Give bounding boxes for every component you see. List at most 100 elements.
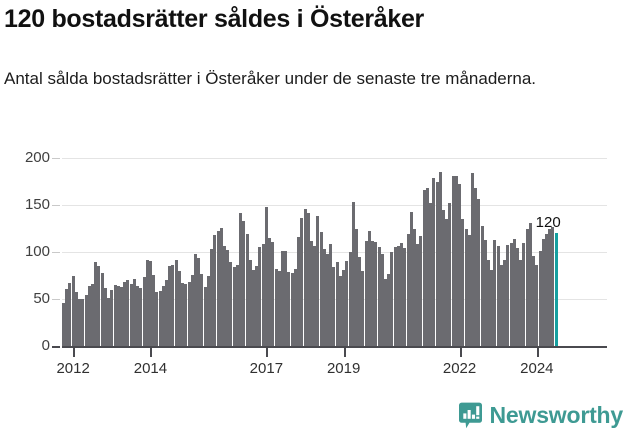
bar <box>194 253 198 346</box>
bar <box>213 235 217 346</box>
bar <box>445 219 449 346</box>
x-tick-mark <box>459 348 462 357</box>
bar <box>245 234 249 346</box>
bar <box>303 208 307 346</box>
bar <box>435 182 439 346</box>
bar <box>541 238 545 346</box>
bar <box>454 175 458 346</box>
bar <box>364 240 368 346</box>
bar <box>419 236 423 346</box>
bar <box>422 189 426 346</box>
bar <box>84 295 88 346</box>
bar <box>107 298 111 346</box>
bar <box>509 242 513 346</box>
bar <box>335 262 339 346</box>
bar <box>361 270 365 346</box>
bar <box>503 259 507 346</box>
bar <box>171 265 175 346</box>
bar <box>242 220 246 346</box>
bar <box>87 285 91 346</box>
bar <box>461 219 465 346</box>
bar <box>528 222 532 346</box>
bar <box>110 289 114 346</box>
bar <box>322 249 326 346</box>
bar <box>499 265 503 346</box>
bar <box>406 234 410 346</box>
x-tick-mark <box>536 348 539 357</box>
bar <box>309 240 313 346</box>
bar <box>287 271 291 346</box>
bar <box>97 266 101 346</box>
bar <box>119 286 123 346</box>
bar <box>264 206 268 346</box>
bar-chart-speech-bubble-icon <box>458 402 483 429</box>
page-subtitle: Antal sålda bostadsrätter i Österåker un… <box>4 69 537 88</box>
newsworthy-wordmark: Newsworthy <box>489 402 624 428</box>
bar <box>81 299 85 346</box>
bar <box>90 283 94 346</box>
bar <box>477 199 481 346</box>
bar <box>177 270 181 346</box>
bar <box>374 241 378 346</box>
bar <box>464 229 468 346</box>
bar <box>258 247 262 346</box>
bar <box>409 211 413 346</box>
bar <box>438 172 442 346</box>
bar <box>165 280 169 346</box>
x-axis-tick-label: 2024 <box>520 360 554 377</box>
gridline <box>62 158 607 159</box>
bar <box>123 282 127 346</box>
bar <box>326 253 330 346</box>
highlight-value-label: 120 <box>535 214 561 232</box>
bar <box>313 246 317 346</box>
bar <box>293 268 297 346</box>
bar <box>367 231 371 346</box>
bar <box>345 261 349 346</box>
bar <box>403 248 407 346</box>
bar <box>223 246 226 346</box>
bar <box>78 299 82 346</box>
page-title: 120 bostadsrätter såldes i Österåker <box>4 5 424 33</box>
bar <box>358 256 362 346</box>
bar <box>261 244 265 346</box>
bar <box>152 274 156 346</box>
bar <box>448 203 452 346</box>
bar <box>429 203 433 346</box>
bar <box>94 262 98 346</box>
bar <box>148 261 152 346</box>
bar <box>474 188 478 346</box>
x-axis-tick-label: 2014 <box>133 360 168 377</box>
x-axis-line <box>62 346 607 348</box>
bar <box>219 227 223 346</box>
bar <box>506 245 510 346</box>
bar <box>65 288 69 346</box>
x-axis-tick-label: 2017 <box>249 360 284 377</box>
bar <box>470 173 474 346</box>
x-axis-tick-label: 2022 <box>442 360 477 377</box>
y-axis-tick-label: 50 <box>33 290 50 307</box>
bar <box>142 277 146 346</box>
bar <box>290 272 294 346</box>
bar <box>136 285 140 346</box>
bar <box>226 250 230 346</box>
bar <box>342 269 346 346</box>
bar <box>483 239 487 346</box>
bar <box>274 268 278 346</box>
gridline <box>62 252 607 253</box>
bar <box>548 229 552 346</box>
bar <box>522 242 526 346</box>
bar <box>277 270 281 346</box>
x-tick-mark <box>343 348 346 357</box>
newsworthy-logo[interactable]: Newsworthy <box>458 402 623 429</box>
bar <box>525 229 529 346</box>
bar <box>210 249 214 346</box>
bar <box>113 284 117 346</box>
bar <box>458 184 462 346</box>
bar <box>71 276 75 346</box>
bar <box>396 246 400 346</box>
bar <box>200 273 204 346</box>
bar <box>174 260 178 346</box>
bar <box>390 252 394 346</box>
bar <box>235 265 239 346</box>
y-tick-mark <box>52 252 60 253</box>
